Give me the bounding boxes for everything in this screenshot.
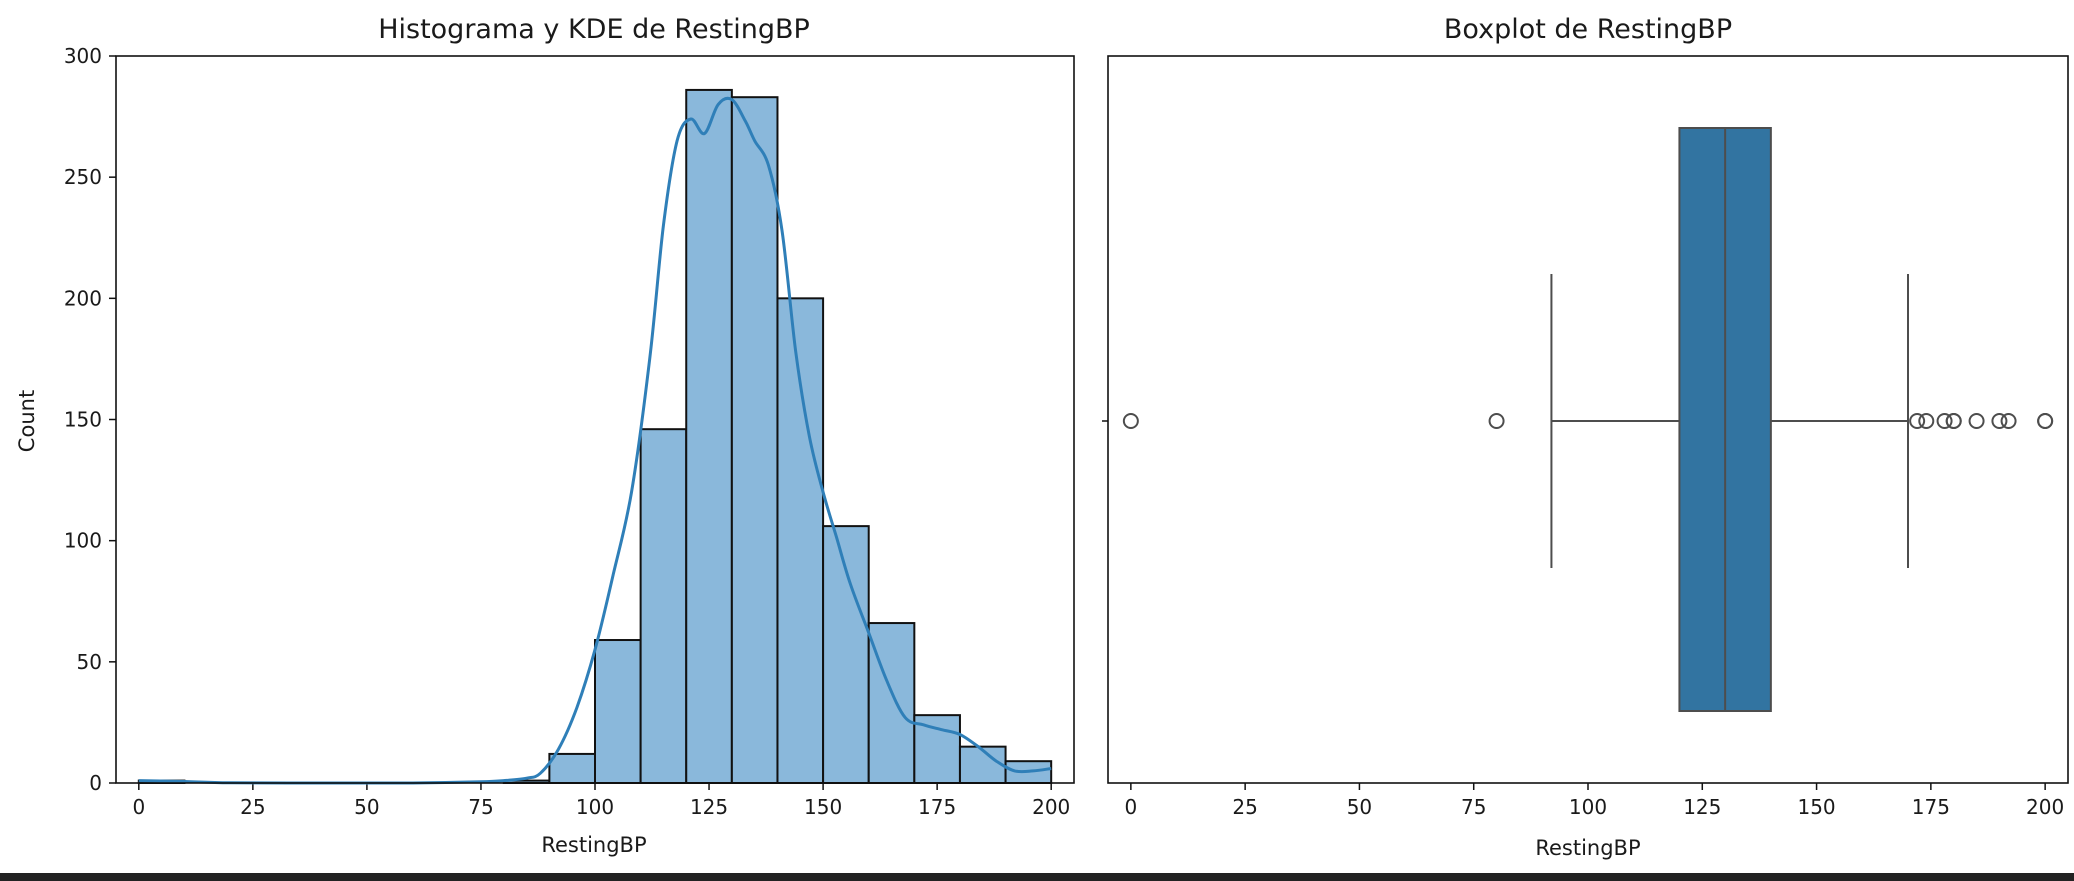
outlier-point bbox=[1968, 413, 1985, 429]
histogram-bars bbox=[137, 88, 1053, 785]
histogram-bar bbox=[958, 745, 1007, 785]
x-tick-label: 25 bbox=[240, 795, 265, 819]
y-tick-label: 300 bbox=[64, 44, 102, 68]
histogram-bar bbox=[639, 428, 688, 784]
x-tick-label: 0 bbox=[1124, 795, 1137, 819]
boxplot-x-axis-label: RestingBP bbox=[1535, 836, 1640, 860]
x-tick-label: 175 bbox=[918, 795, 956, 819]
x-tick-label: 100 bbox=[1569, 795, 1607, 819]
outlier-point bbox=[1945, 413, 1962, 429]
x-tick-label: 125 bbox=[690, 795, 728, 819]
y-tick-label: 100 bbox=[64, 529, 102, 553]
x-tick-label: 125 bbox=[1683, 795, 1721, 819]
y-tick-label: 250 bbox=[64, 165, 102, 189]
x-tick-label: 75 bbox=[468, 795, 493, 819]
y-tick-label: 0 bbox=[89, 771, 102, 795]
x-tick-label: 150 bbox=[804, 795, 842, 819]
outlier-point bbox=[1122, 413, 1139, 429]
histogram-bar bbox=[594, 639, 642, 784]
kde-curve bbox=[138, 96, 1052, 785]
x-tick-label: 200 bbox=[2026, 795, 2064, 819]
histogram-panel: Histograma y KDE de RestingBP Count Rest… bbox=[15, 14, 1075, 857]
outlier-point bbox=[2037, 413, 2054, 429]
histogram-x-axis-label: RestingBP bbox=[541, 833, 646, 857]
boxplot-title: Boxplot de RestingBP bbox=[1444, 14, 1732, 45]
histogram-bar bbox=[685, 88, 733, 784]
boxplot-x-ticks: 0 25 50 75 100 125 150 175 200 bbox=[1124, 783, 2064, 819]
histogram-bar bbox=[776, 297, 825, 784]
x-tick-label: 200 bbox=[1032, 795, 1070, 819]
x-tick-label: 175 bbox=[1912, 795, 1950, 819]
outlier-point bbox=[1991, 413, 2008, 429]
x-tick-label: 100 bbox=[576, 795, 614, 819]
histogram-bar bbox=[730, 96, 779, 785]
x-tick-label: 50 bbox=[1347, 795, 1372, 819]
x-tick-label: 50 bbox=[354, 795, 379, 819]
histogram-y-axis-label: Count bbox=[15, 390, 39, 452]
outlier-point bbox=[1936, 413, 1953, 429]
x-tick-label: 25 bbox=[1232, 795, 1257, 819]
histogram-y-ticks: 0 50 100 150 200 250 300 bbox=[64, 44, 116, 795]
outlier-point bbox=[1488, 413, 1505, 429]
x-tick-label: 150 bbox=[1797, 795, 1835, 819]
histogram-bar bbox=[548, 752, 597, 784]
window-bottom-border bbox=[0, 873, 2074, 881]
boxplot bbox=[1122, 127, 2054, 712]
outlier-point bbox=[1909, 413, 1926, 429]
histogram-x-ticks: 0 25 50 75 100 125 150 175 200 bbox=[132, 783, 1070, 819]
y-tick-label: 150 bbox=[64, 408, 102, 432]
y-tick-label: 50 bbox=[77, 650, 102, 674]
histogram-plot-frame bbox=[115, 55, 1075, 784]
x-tick-label: 0 bbox=[132, 795, 145, 819]
outlier-point bbox=[1918, 413, 1935, 429]
histogram-bar bbox=[867, 622, 916, 784]
boxplot-plot-frame bbox=[1107, 55, 2069, 784]
x-tick-label: 75 bbox=[1461, 795, 1486, 819]
y-tick-label: 200 bbox=[64, 286, 102, 310]
boxplot-panel: Boxplot de RestingBP RestingBP 0 25 50 75 10… bbox=[1102, 14, 2069, 860]
outlier-point bbox=[2000, 413, 2017, 429]
histogram-title: Histograma y KDE de RestingBP bbox=[378, 14, 810, 45]
